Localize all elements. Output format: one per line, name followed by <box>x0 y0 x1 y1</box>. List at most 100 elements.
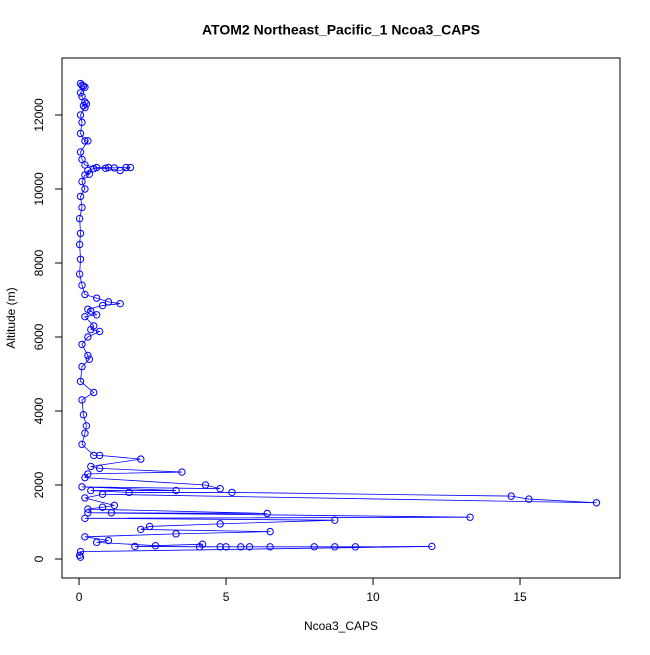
data-point <box>95 464 104 473</box>
data-point <box>116 299 124 308</box>
data-point <box>87 486 95 495</box>
data-point <box>266 527 274 536</box>
data-point <box>331 543 339 551</box>
data-point <box>331 516 339 524</box>
x-tick-label: 15 <box>513 590 527 604</box>
data-point <box>81 533 89 541</box>
x-tick-label: 5 <box>223 590 230 604</box>
data-point <box>216 520 224 528</box>
data-point <box>525 495 533 503</box>
y-axis-label: Altitude (m) <box>4 287 18 348</box>
data-point <box>78 396 86 404</box>
y-tick-label: 6000 <box>32 323 46 350</box>
data-point <box>78 177 86 186</box>
data-point <box>81 290 89 299</box>
data-point <box>76 148 85 156</box>
data-point <box>507 492 515 500</box>
data-point <box>81 103 89 112</box>
data-point <box>76 192 85 201</box>
data-point <box>201 481 210 489</box>
data-point <box>81 312 89 321</box>
data-point <box>263 509 271 518</box>
data-point <box>172 486 180 495</box>
data-point <box>95 451 104 460</box>
data-point <box>76 129 85 138</box>
data-point <box>228 488 236 497</box>
data-point <box>351 543 360 551</box>
x-tick-label: 10 <box>366 590 380 604</box>
y-tick-label: 10000 <box>32 172 46 206</box>
data-point <box>90 388 98 397</box>
data-point <box>75 214 84 223</box>
data-point <box>104 536 113 545</box>
data-point <box>79 82 88 90</box>
data-point <box>126 163 135 172</box>
data-point <box>84 351 92 360</box>
data-point <box>87 462 95 471</box>
data-point <box>87 307 95 315</box>
data-point <box>81 98 89 106</box>
data-point <box>81 473 89 482</box>
data-point <box>131 542 139 551</box>
data-point <box>137 525 145 534</box>
data-point <box>78 340 86 349</box>
data-point <box>81 171 89 179</box>
data-point <box>222 543 230 551</box>
data-point <box>104 163 113 172</box>
data-point <box>76 377 85 386</box>
data-point <box>92 294 101 302</box>
data-point <box>78 281 86 289</box>
data-point <box>98 490 107 498</box>
data-point <box>78 155 86 164</box>
data-point <box>82 422 91 430</box>
data-line <box>79 83 597 558</box>
data-point <box>98 301 107 310</box>
data-point <box>592 499 601 507</box>
data-point <box>76 553 85 561</box>
data-point <box>84 333 92 341</box>
chart-title: ATOM2 Northeast_Pacific_1 Ncoa3_CAPS <box>202 22 480 38</box>
plot-frame <box>61 57 621 579</box>
data-point <box>75 240 84 249</box>
data-point <box>84 137 92 145</box>
data-point <box>81 185 89 193</box>
data-point <box>116 166 124 175</box>
data-point <box>466 513 474 521</box>
data-point <box>79 102 88 110</box>
data-point <box>178 468 186 476</box>
data-point <box>172 530 180 538</box>
data-point <box>81 161 89 169</box>
data-point <box>110 501 119 510</box>
data-point <box>85 170 94 178</box>
data-point <box>85 355 94 363</box>
data-point <box>101 164 110 172</box>
data-point <box>78 440 86 449</box>
data-point <box>122 163 130 172</box>
data-point <box>84 505 92 513</box>
data-point <box>81 514 89 523</box>
data-point <box>428 542 436 551</box>
y-tick-label: 2000 <box>32 471 46 498</box>
data-point <box>310 543 318 551</box>
data-point <box>76 111 85 119</box>
data-point <box>92 311 101 319</box>
data-point <box>145 522 154 531</box>
data-point <box>110 164 119 172</box>
data-point <box>87 325 95 334</box>
data-point <box>151 541 160 550</box>
data-point <box>81 83 89 91</box>
data-point <box>95 327 104 336</box>
data-point <box>90 451 98 460</box>
y-tick-label: 0 <box>32 555 46 562</box>
data-point <box>76 229 85 238</box>
y-tick-label: 8000 <box>32 249 46 276</box>
data-point <box>84 509 92 517</box>
data-point <box>78 92 86 101</box>
data-point <box>195 543 204 551</box>
y-tick-label: 12000 <box>32 98 46 132</box>
data-point <box>76 89 85 97</box>
data-point <box>92 538 101 547</box>
data-point <box>76 547 85 556</box>
